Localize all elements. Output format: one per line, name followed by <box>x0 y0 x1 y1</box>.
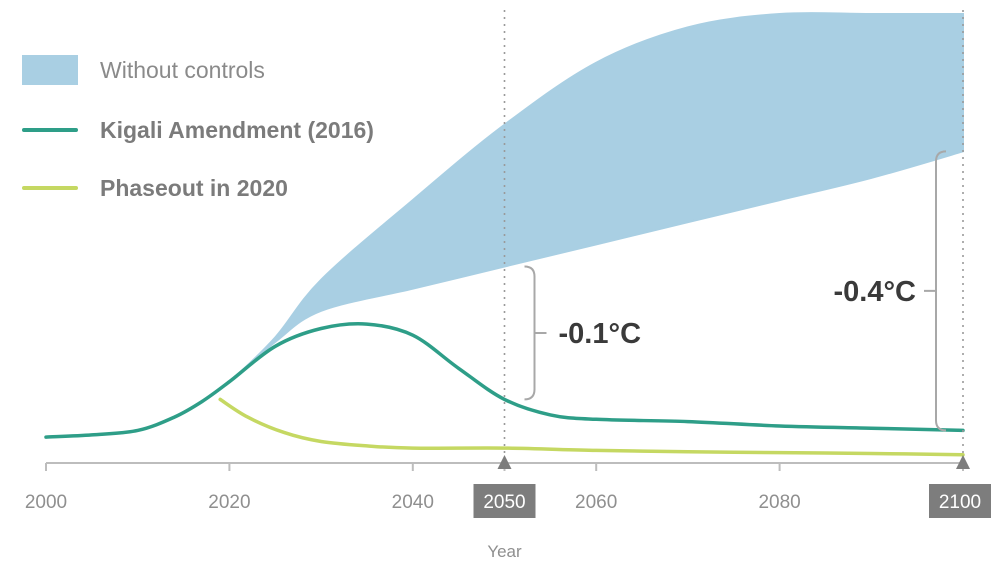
series-layer <box>44 322 965 457</box>
annotation-label: -0.1°C <box>559 318 642 350</box>
legend-label: Phaseout in 2020 <box>100 174 288 201</box>
series-line-kigali-amendment-2016 <box>44 322 965 439</box>
x-tick-marker <box>497 455 512 469</box>
x-axis: 2000 2020 2040 2050 2060 2080 2100 Year <box>25 10 991 561</box>
series-line-phaseout-in-2020 <box>218 397 965 457</box>
legend-swatch-band <box>22 55 78 85</box>
x-tick-label: 2060 <box>575 492 617 513</box>
x-tick-label: 2050 <box>483 492 525 513</box>
annotation-brace <box>524 265 547 401</box>
legend-item-kigali: Kigali Amendment (2016) <box>22 110 542 150</box>
x-axis-title: Year <box>487 542 522 561</box>
x-tick-highlight <box>929 484 991 518</box>
annotation-label: -0.4°C <box>833 276 916 308</box>
legend-label: Without controls <box>100 56 265 83</box>
legend-swatch-line <box>22 186 78 190</box>
x-tick-label: 2080 <box>758 492 800 513</box>
annotation-brace <box>924 150 947 432</box>
annotation-layer: -0.1°C -0.4°C <box>524 150 947 432</box>
x-tick-label: 2040 <box>392 492 434 513</box>
legend-label: Kigali Amendment (2016) <box>100 116 374 143</box>
legend-item-phaseout: Phaseout in 2020 <box>22 168 542 208</box>
legend-item-without-controls: Without controls <box>22 50 542 90</box>
x-tick-label: 2020 <box>208 492 250 513</box>
legend-swatch-line <box>22 128 78 132</box>
x-tick-marker <box>956 455 970 469</box>
x-tick-label: 2000 <box>25 492 67 513</box>
x-tick-label: 2100 <box>939 492 981 513</box>
x-tick-highlight <box>473 484 536 518</box>
